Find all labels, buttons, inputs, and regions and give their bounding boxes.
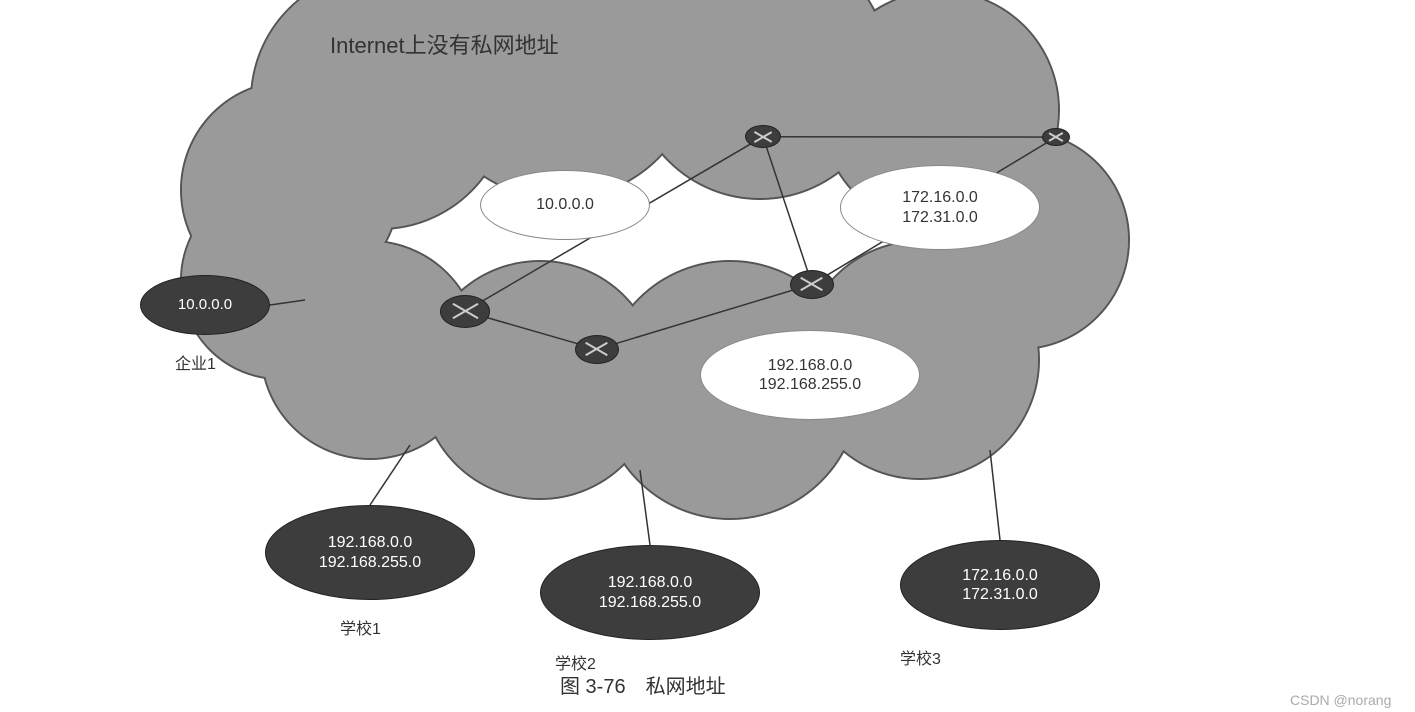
node-label: 企业1 xyxy=(175,350,216,374)
ip-range-text: 192.168.255.0 xyxy=(319,553,421,572)
node-label: 学校1 xyxy=(340,615,381,639)
ip-range-text: 192.168.0.0 xyxy=(608,573,693,592)
ip-range-text: 192.168.0.0 xyxy=(328,533,413,552)
ip-range-text: 10.0.0.0 xyxy=(178,296,232,314)
node-label: 学校3 xyxy=(900,645,941,669)
external-network-node: 10.0.0.0 xyxy=(140,275,270,335)
figure-caption: 图 3-76 私网地址 xyxy=(560,670,726,699)
external-network-node: 192.168.0.0192.168.255.0 xyxy=(265,505,475,600)
external-network-node: 172.16.0.0172.31.0.0 xyxy=(900,540,1100,630)
watermark-text: CSDN @norang xyxy=(1290,692,1391,708)
network-diagram: 10.0.0.0172.16.0.0172.31.0.0192.168.0.01… xyxy=(0,0,1415,712)
diagram-title: Internet上没有私网地址 xyxy=(330,28,559,60)
ip-range-text: 172.31.0.0 xyxy=(962,585,1038,604)
ip-range-text: 192.168.255.0 xyxy=(599,593,701,612)
external-network-node: 192.168.0.0192.168.255.0 xyxy=(540,545,760,640)
ip-range-text: 172.16.0.0 xyxy=(962,566,1038,585)
